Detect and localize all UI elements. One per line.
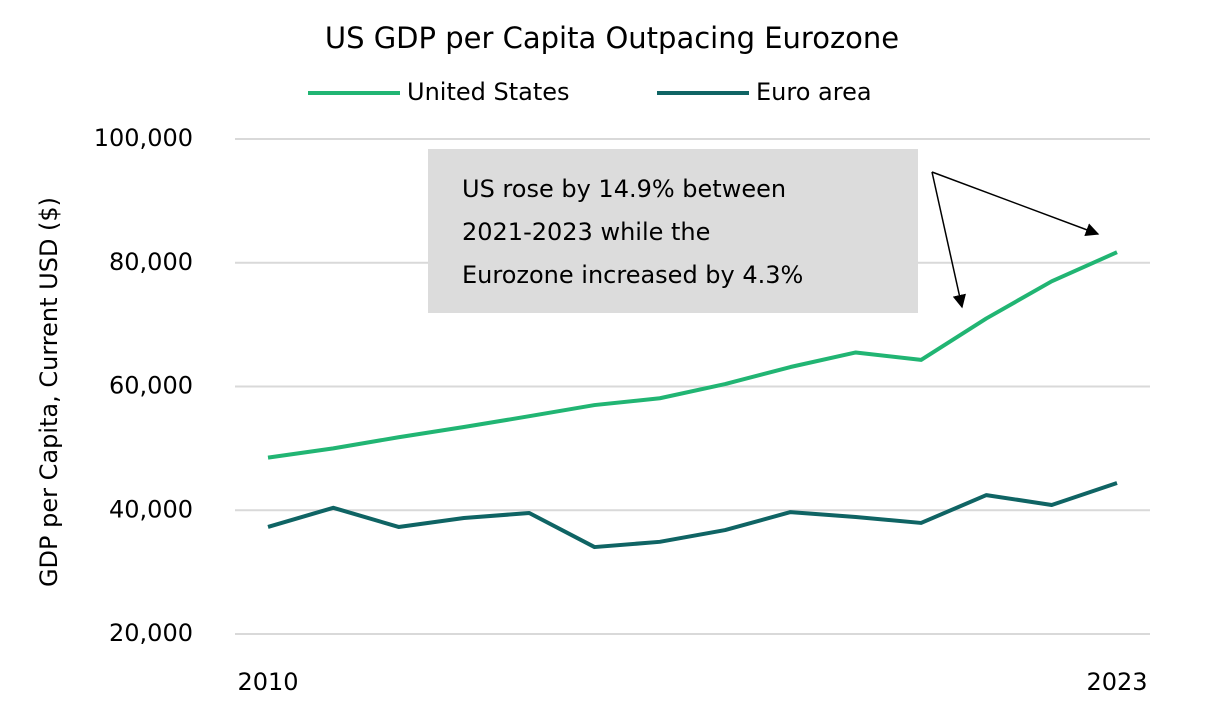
annotation-text: Eurozone increased by 4.3% — [462, 261, 803, 289]
y-tick-label: 100,000 — [94, 124, 193, 152]
x-tick-label: 2010 — [237, 668, 298, 696]
annotation-text: 2021-2023 while the — [462, 218, 710, 246]
chart-title: US GDP per Capita Outpacing Eurozone — [325, 21, 899, 55]
annotation-text: US rose by 14.9% between — [462, 175, 786, 203]
data-line — [267, 250, 1118, 460]
y-tick-label: 40,000 — [109, 495, 193, 523]
legend-label: Euro area — [756, 78, 872, 106]
annotation-arrow — [931, 171, 966, 309]
annotation-box — [428, 149, 918, 313]
annotation-arrow — [931, 171, 1100, 237]
y-tick-label: 80,000 — [109, 248, 193, 276]
data-line — [267, 481, 1118, 550]
x-tick-label: 2023 — [1086, 668, 1147, 696]
y-axis-label: GDP per Capita, Current USD ($) — [35, 197, 63, 587]
legend-label: United States — [407, 78, 570, 106]
y-tick-label: 60,000 — [109, 372, 193, 400]
y-tick-label: 20,000 — [109, 619, 193, 647]
